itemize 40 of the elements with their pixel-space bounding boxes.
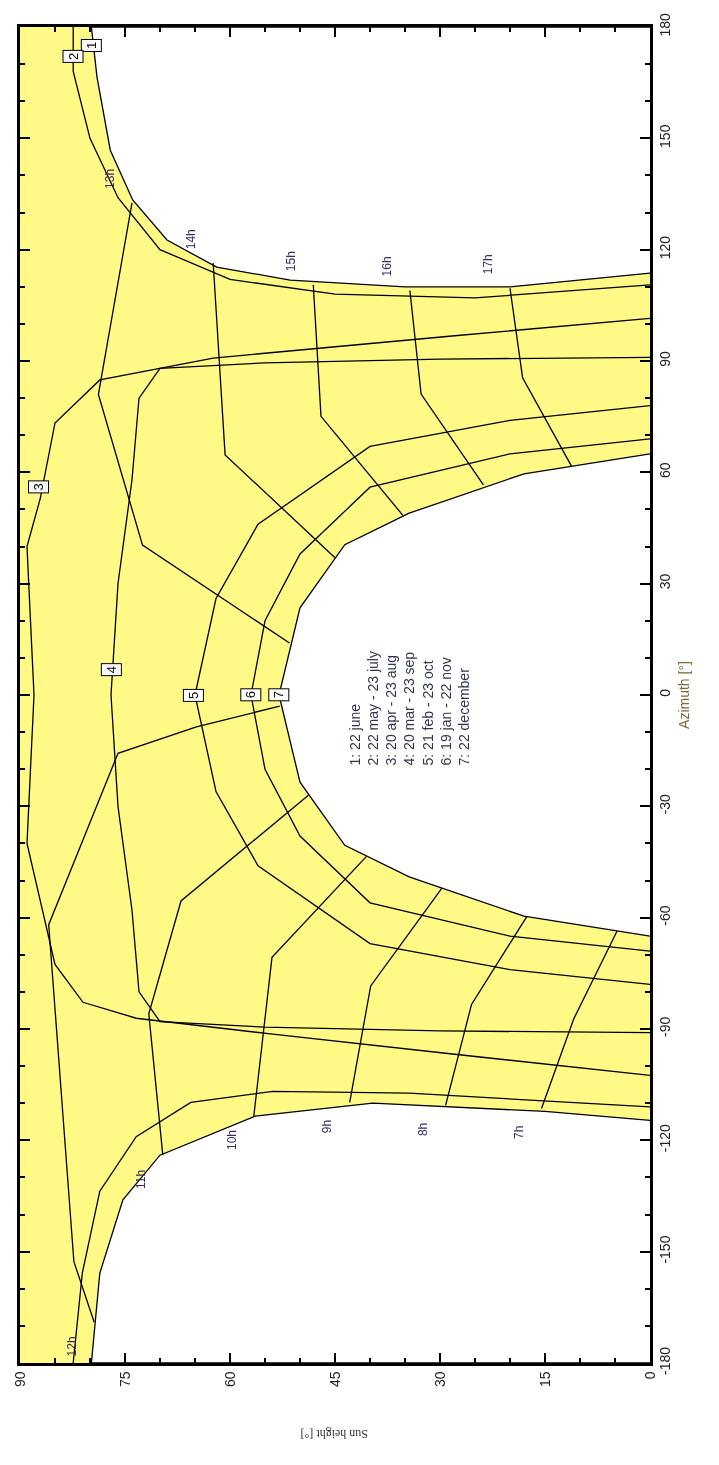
text: 14h <box>184 229 199 250</box>
annotation: 7 <box>271 691 287 699</box>
annotation: 1: 22 june 2: 22 may - 23 july 3: 20 apr - 23 aug 4: 20 mar - 23 sep 5: 21 feb - 23 oct 6: 19 jan - 22 nov 7: 22 december <box>346 651 472 766</box>
y-tick-label: 90 <box>656 350 673 367</box>
y-tick-label: -120 <box>656 1124 673 1153</box>
y-tick-label: -90 <box>656 1016 673 1038</box>
y-tick-label: 120 <box>656 235 673 260</box>
text: 8h <box>416 1122 431 1137</box>
annotation: 6 <box>243 691 259 699</box>
y-tick-label: 0 <box>656 688 673 697</box>
x-tick-label: 0 <box>641 1371 658 1380</box>
text: 16h <box>380 256 395 277</box>
x-tick-label: 60 <box>221 1371 238 1387</box>
text: 9h <box>320 1119 335 1134</box>
text: 12h <box>65 1336 80 1357</box>
text: 7h <box>512 1125 527 1139</box>
y-tick-label: 30 <box>656 573 673 590</box>
text: 11h <box>133 1169 148 1189</box>
text: 13h <box>103 168 118 189</box>
x-tick-label: 90 <box>11 1371 28 1387</box>
x-axis-title: Sun height [°] <box>300 1427 368 1442</box>
y-tick-label: -60 <box>656 905 673 926</box>
y-tick-label: 150 <box>656 124 673 148</box>
y-tick-label: -180 <box>656 1346 673 1375</box>
y-tick-label: -150 <box>656 1235 673 1264</box>
annotation: 1 <box>83 41 99 49</box>
text: 10h <box>224 1129 239 1151</box>
annotation: 4 <box>103 665 119 674</box>
y-axis-title: Azimuth [°] <box>675 661 692 729</box>
x-tick-label: 30 <box>431 1371 448 1387</box>
text: 15h <box>284 251 299 272</box>
text: 17h <box>480 254 495 275</box>
y-tick-label: 60 <box>656 462 673 479</box>
y-tick-label: 180 <box>656 13 673 37</box>
x-tick-label: 75 <box>116 1371 133 1387</box>
annotation: 3 <box>31 483 47 491</box>
x-tick-label: 45 <box>326 1371 343 1387</box>
x-tick-label: 15 <box>536 1371 553 1387</box>
annotation: 2 <box>65 52 81 60</box>
y-tick-label: -30 <box>656 793 673 815</box>
